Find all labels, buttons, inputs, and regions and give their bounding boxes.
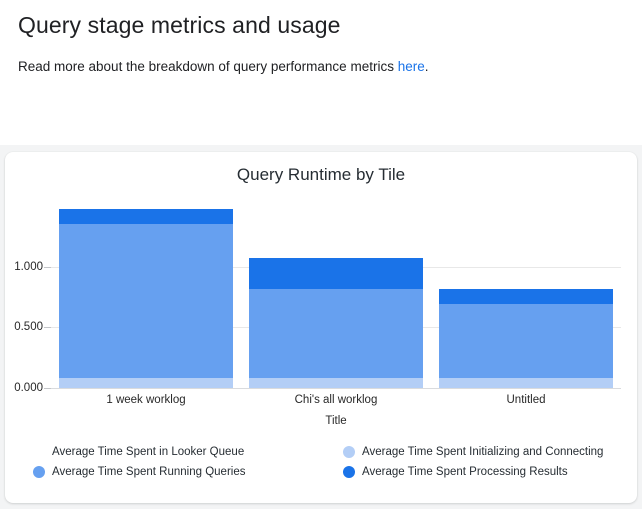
- x-category-label: Chi's all worklog: [294, 394, 378, 406]
- legend-label: Average Time Spent Processing Results: [362, 466, 568, 478]
- page-description: Read more about the breakdown of query p…: [18, 58, 624, 75]
- bar-segment[interactable]: [439, 288, 613, 304]
- bar-segment[interactable]: [439, 303, 613, 378]
- gridline: [51, 388, 621, 389]
- chart-section: Query Runtime by Tile 0.000 0.500 1.000 1 …: [0, 145, 642, 509]
- x-axis-title: Title: [325, 415, 347, 427]
- stacked-bar: [439, 288, 613, 388]
- bar-segment[interactable]: [249, 377, 423, 388]
- description-text: Read more about the breakdown of query p…: [18, 59, 398, 74]
- chart-legend: Average Time Spent in Looker Queue Averag…: [33, 443, 603, 481]
- legend-label: Average Time Spent in Looker Queue: [52, 446, 245, 458]
- here-link[interactable]: here: [397, 59, 425, 74]
- y-tick-mark: [44, 327, 51, 329]
- legend-swatch-icon: [343, 446, 355, 458]
- y-tick-label: 0.500: [14, 321, 43, 334]
- bar-segment[interactable]: [59, 223, 233, 378]
- legend-item[interactable]: Average Time Spent Running Queries: [33, 463, 343, 481]
- y-tick-label: 0.000: [14, 382, 43, 394]
- chart-card: Query Runtime by Tile 0.000 0.500 1.000 1 …: [5, 152, 637, 503]
- y-tick-label: 1.000: [14, 260, 43, 273]
- y-tick-mark: [44, 388, 51, 389]
- stacked-bar: [249, 257, 423, 388]
- x-axis-labels: 1 week worklog Chi's all worklog Untitled: [51, 394, 621, 410]
- chart-title: Query Runtime by Tile: [236, 165, 406, 184]
- bar-segment[interactable]: [59, 208, 233, 224]
- page-title: Query stage metrics and usage: [18, 12, 341, 38]
- bar-segment[interactable]: [249, 257, 423, 289]
- bar-segment[interactable]: [439, 377, 613, 388]
- legend-item[interactable]: Average Time Spent Initializing and Conn…: [343, 443, 603, 461]
- plot-area: 0.000 0.500 1.000: [14, 198, 621, 394]
- legend-label: Average Time Spent Initializing and Conn…: [362, 446, 604, 458]
- legend-item[interactable]: Average Time Spent Processing Results: [343, 463, 603, 481]
- legend-swatch-icon: [343, 466, 355, 478]
- legend-swatch-icon: [33, 446, 45, 458]
- page-header: Query stage metrics and usage Read more …: [0, 0, 642, 75]
- description-period: .: [424, 59, 429, 74]
- legend-label: Average Time Spent Running Queries: [52, 466, 246, 478]
- legend-swatch-icon: [33, 466, 45, 478]
- bar-segment[interactable]: [59, 377, 233, 388]
- legend-item[interactable]: Average Time Spent in Looker Queue: [33, 443, 343, 461]
- y-tick-mark: [44, 266, 51, 268]
- stacked-bar: [59, 208, 233, 388]
- x-category-label: 1 week worklog: [106, 394, 186, 406]
- x-category-label: Untitled: [506, 394, 546, 406]
- bar-segment[interactable]: [249, 288, 423, 378]
